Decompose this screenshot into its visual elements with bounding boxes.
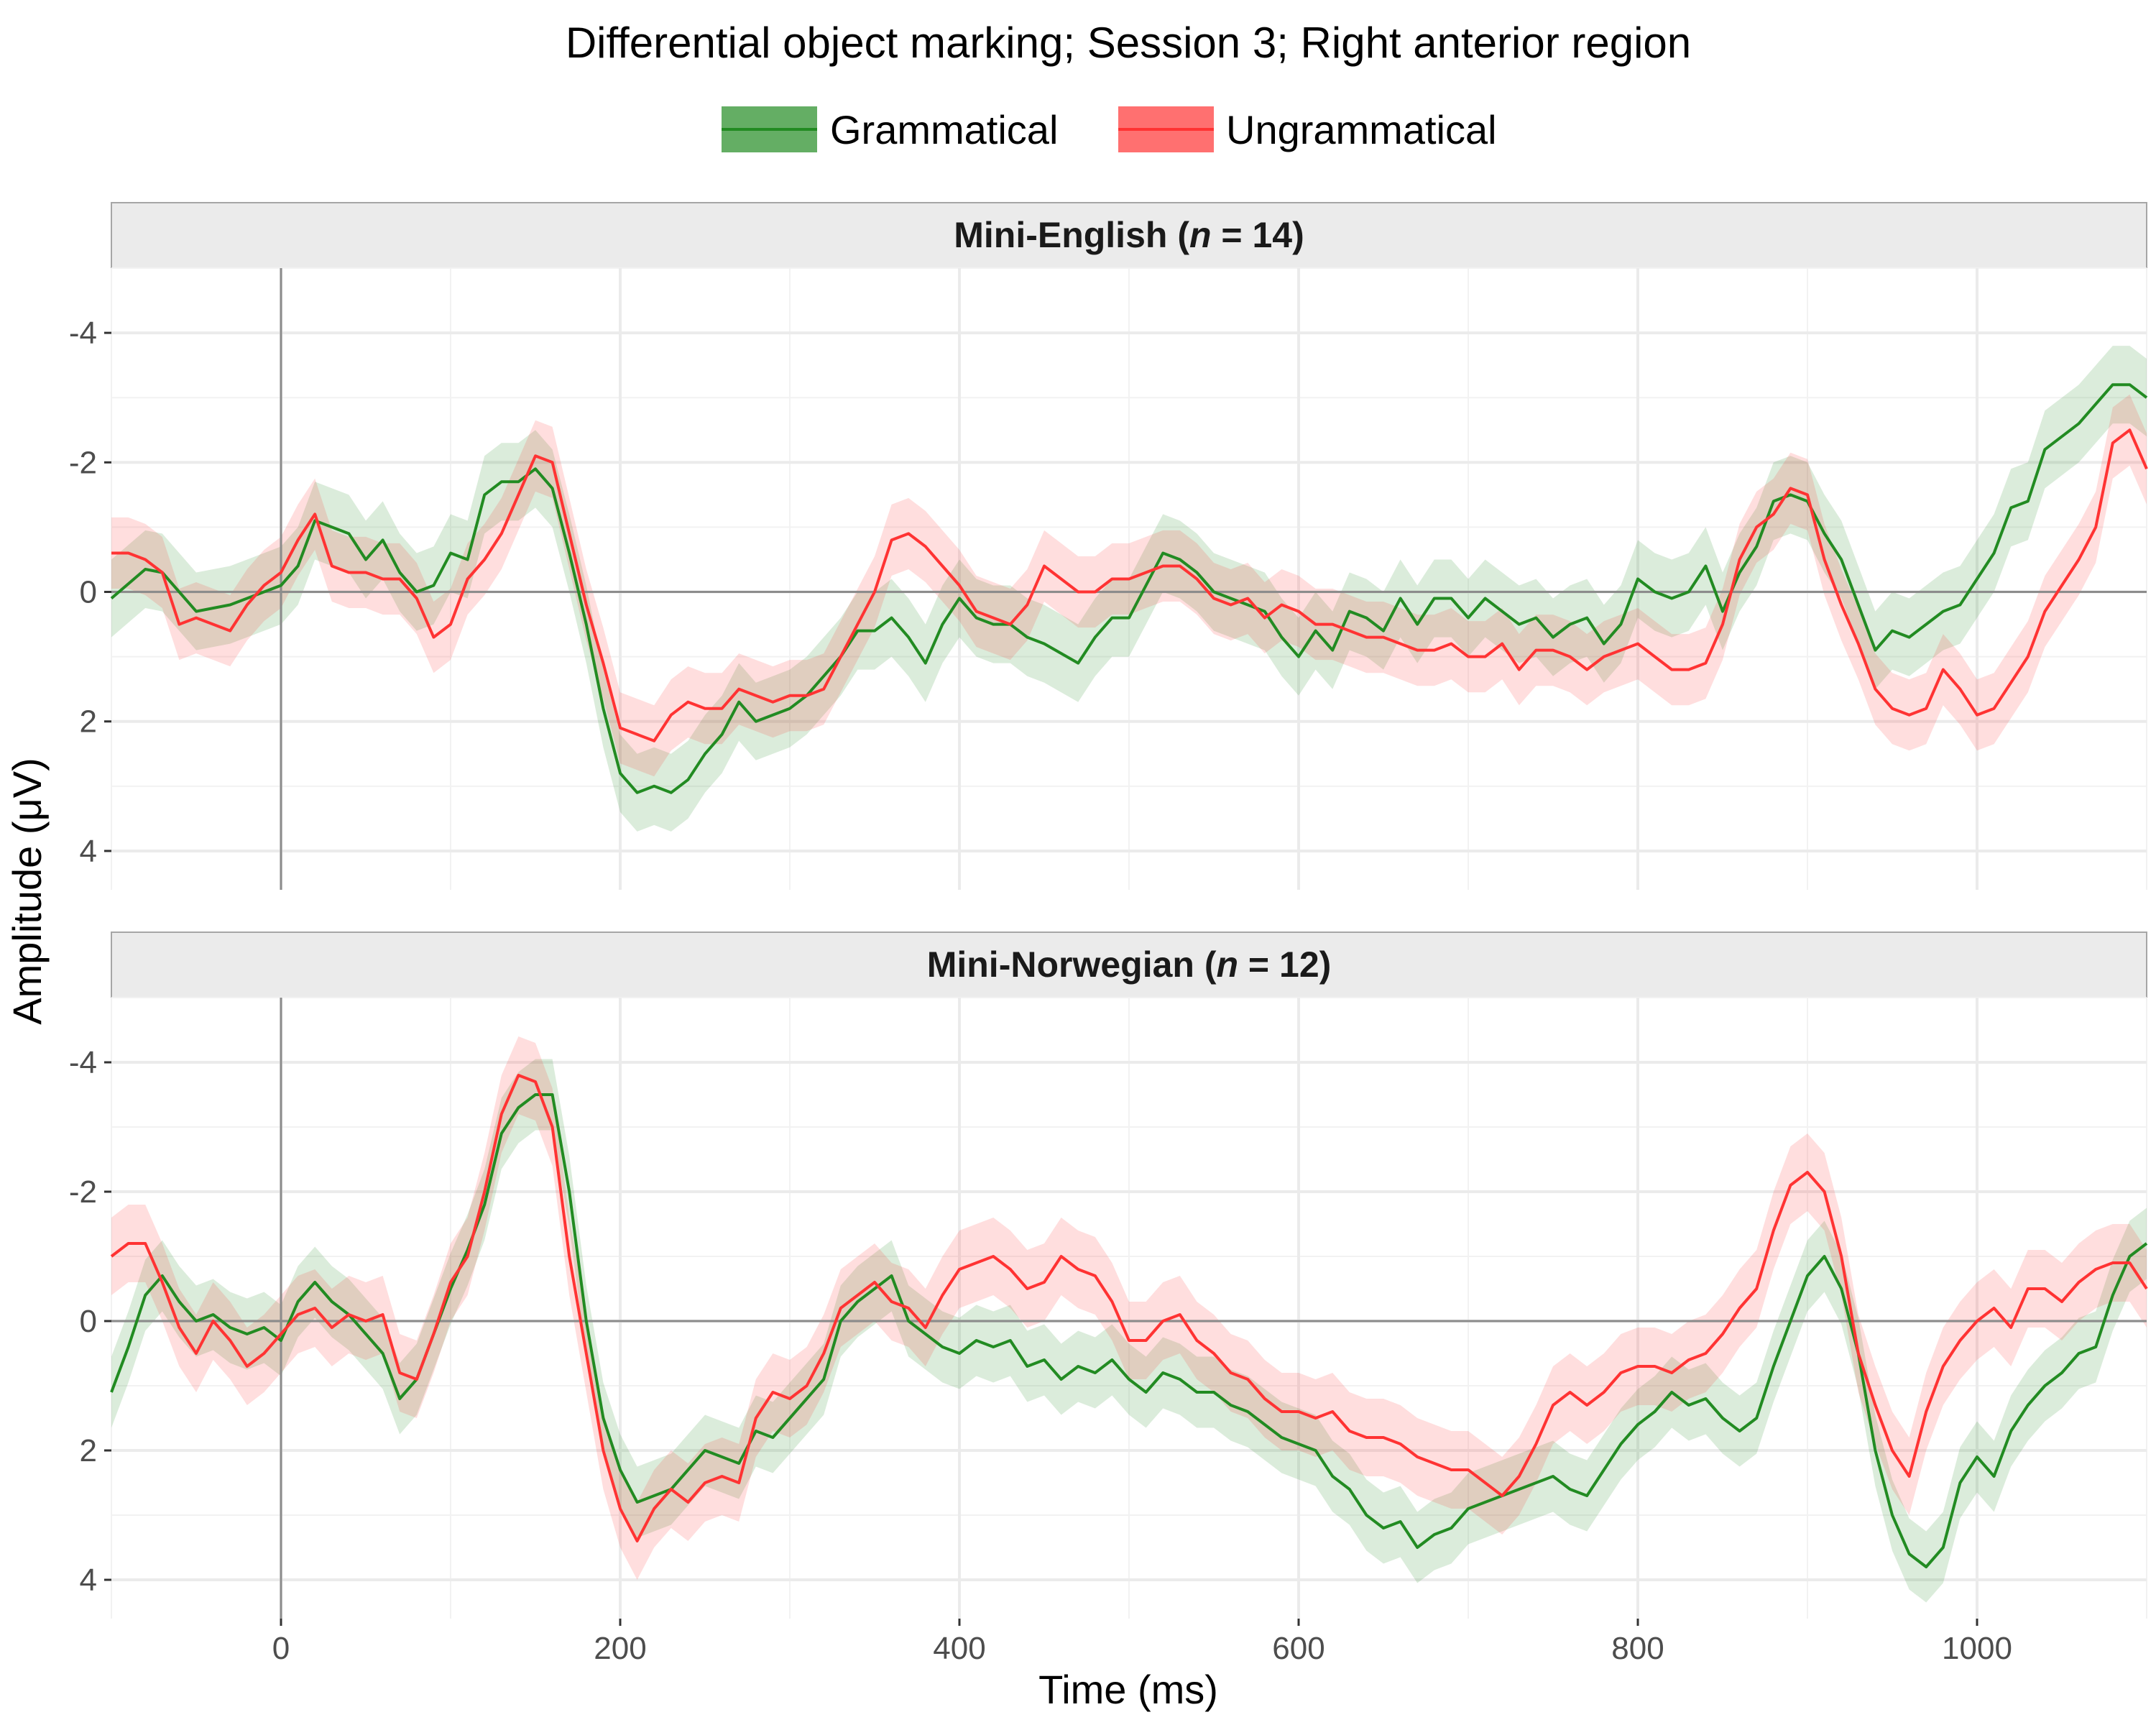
x-tick-label: 800: [1611, 1631, 1664, 1666]
strip-mini-norwegian: [111, 932, 2147, 998]
ci-band-ungrammatical: [111, 1036, 2147, 1580]
x-tick-label: 1000: [1942, 1631, 2012, 1666]
series-lines: [110, 1074, 2148, 1568]
series-line-grammatical: [110, 1093, 2148, 1568]
y-tick-labels: -4 -2 0 2 4: [69, 316, 111, 869]
strip-mini-english: [111, 202, 2147, 269]
y-tick-label: 0: [80, 1304, 97, 1339]
y-tick-label: 2: [80, 704, 97, 740]
reference-lines: [111, 268, 2147, 890]
gridlines: [111, 997, 2147, 1619]
strip-label-mini-norwegian: Mini-Norwegian (n = 12): [927, 944, 1332, 985]
legend-label-ungrammatical: Ungrammatical: [1226, 107, 1497, 152]
series-line-ungrammatical: [110, 1074, 2148, 1542]
x-axis-title: Time (ms): [1038, 1667, 1218, 1712]
y-tick-label: 0: [80, 575, 97, 610]
x-tick-label: 600: [1272, 1631, 1325, 1666]
y-tick-label: 4: [80, 834, 97, 869]
ci-bands: [111, 346, 2147, 832]
chart-title: Differential object marking; Session 3; …: [566, 19, 1691, 67]
legend: Grammatical Ungrammatical: [722, 106, 1497, 152]
panel-mini-english: Mini-English (n = 14) -4 -2 0 2 4: [69, 202, 2148, 890]
x-tick-labels: 0 200 400 600 800 1000: [272, 1619, 2012, 1666]
y-axis-title: Amplitude (μV): [4, 758, 50, 1025]
y-tick-label: -4: [69, 316, 97, 351]
y-tick-label: -2: [69, 1174, 97, 1210]
panel-mini-norwegian: Mini-Norwegian (n = 12) -4 -2 0 2 4: [69, 932, 2148, 1619]
legend-label-grammatical: Grammatical: [830, 107, 1058, 152]
y-tick-label: 2: [80, 1433, 97, 1468]
series-line-ungrammatical: [111, 428, 2148, 742]
x-tick-label: 0: [272, 1631, 290, 1666]
x-tick-label: 200: [594, 1631, 646, 1666]
y-tick-label: -4: [69, 1045, 97, 1080]
legend-item-grammatical: Grammatical: [722, 106, 1058, 152]
y-tick-label: 4: [80, 1563, 97, 1598]
series-lines: [110, 383, 2148, 794]
x-tick-label: 400: [933, 1631, 985, 1666]
y-tick-label: -2: [69, 445, 97, 480]
ci-band-ungrammatical: [111, 394, 2147, 777]
legend-item-ungrammatical: Ungrammatical: [1118, 106, 1497, 152]
reference-lines: [111, 998, 2147, 1619]
strip-label-mini-english: Mini-English (n = 14): [954, 215, 1304, 255]
ci-band-grammatical: [111, 346, 2147, 832]
y-tick-labels: -4 -2 0 2 4: [69, 1045, 111, 1598]
